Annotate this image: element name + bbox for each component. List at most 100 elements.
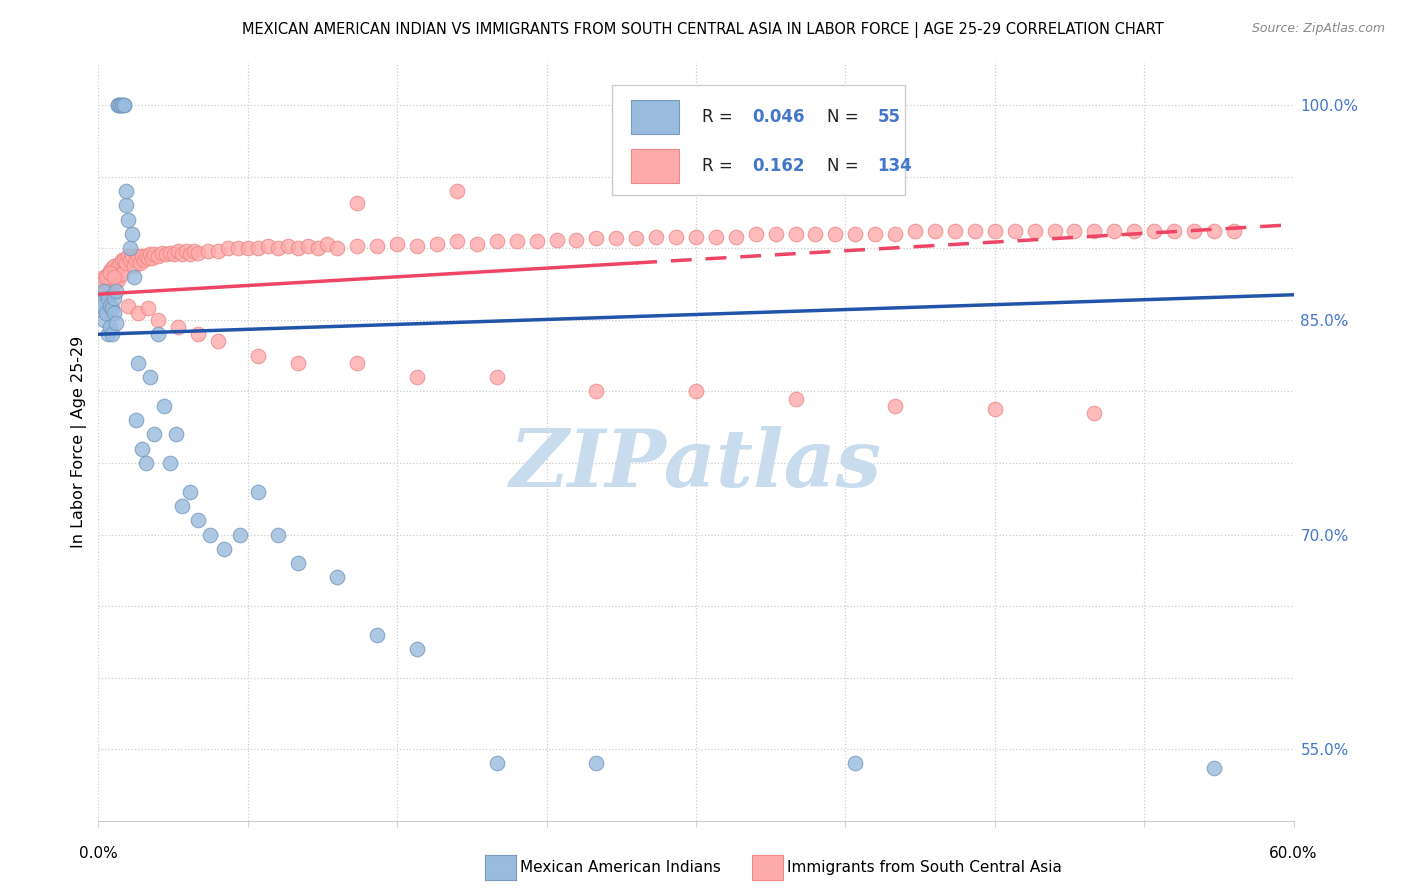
Point — [585, 384, 607, 399]
Point — [346, 356, 368, 370]
Point — [366, 628, 388, 642]
Point — [115, 256, 138, 270]
Point — [546, 233, 568, 247]
Point — [148, 249, 170, 263]
Point — [97, 285, 120, 299]
Point — [229, 527, 252, 541]
Point — [110, 256, 132, 270]
Point — [101, 261, 124, 276]
Point — [326, 241, 349, 255]
Point — [287, 556, 309, 570]
Point — [267, 527, 290, 541]
Point — [89, 299, 111, 313]
Point — [136, 301, 159, 316]
Point — [96, 281, 118, 295]
Point — [212, 541, 235, 556]
Point — [111, 267, 134, 281]
Point — [844, 227, 866, 241]
Point — [107, 273, 129, 287]
Point — [1223, 224, 1246, 238]
Point — [198, 527, 221, 541]
Point — [89, 295, 111, 310]
Point — [924, 224, 946, 238]
Point — [485, 234, 508, 248]
Point — [115, 184, 138, 198]
Point — [135, 456, 157, 470]
Text: 60.0%: 60.0% — [1270, 847, 1317, 862]
Point — [153, 399, 176, 413]
Point — [346, 238, 368, 252]
Point — [217, 241, 239, 255]
Point — [1043, 224, 1066, 238]
Point — [143, 247, 166, 261]
Point — [236, 241, 259, 255]
Point — [107, 259, 129, 273]
Point — [346, 195, 368, 210]
Point — [117, 299, 139, 313]
Point — [585, 756, 607, 771]
Point — [704, 230, 727, 244]
Point — [139, 370, 162, 384]
Point — [172, 499, 194, 513]
Point — [93, 285, 115, 299]
Point — [115, 198, 138, 212]
Point — [316, 237, 339, 252]
Point — [1004, 224, 1026, 238]
Point — [98, 320, 122, 334]
Point — [183, 244, 205, 259]
Point — [131, 442, 153, 456]
Text: Source: ZipAtlas.com: Source: ZipAtlas.com — [1251, 22, 1385, 36]
Point — [120, 241, 142, 255]
Point — [246, 349, 269, 363]
Point — [984, 224, 1007, 238]
Point — [111, 252, 134, 267]
Text: Immigrants from South Central Asia: Immigrants from South Central Asia — [787, 860, 1063, 874]
Point — [745, 227, 768, 241]
Point — [246, 241, 269, 255]
Point — [148, 327, 170, 342]
Point — [179, 247, 201, 261]
Text: N =: N = — [827, 157, 865, 175]
Text: 55: 55 — [877, 108, 901, 126]
Point — [110, 98, 132, 112]
Point — [127, 306, 149, 320]
Point — [143, 427, 166, 442]
Point — [91, 299, 114, 313]
Text: 0.046: 0.046 — [752, 108, 804, 126]
Point — [565, 233, 588, 247]
Point — [110, 267, 132, 281]
Point — [724, 230, 747, 244]
Point — [112, 98, 135, 112]
Point — [107, 98, 129, 112]
Point — [485, 756, 508, 771]
Point — [277, 238, 299, 252]
Point — [605, 231, 627, 245]
Point — [105, 285, 128, 299]
Point — [110, 98, 132, 112]
Point — [174, 244, 197, 259]
Point — [1083, 224, 1105, 238]
Point — [148, 313, 170, 327]
Point — [187, 513, 209, 527]
Point — [103, 292, 125, 306]
Point — [165, 427, 187, 442]
Point — [1104, 224, 1126, 238]
Point — [1024, 224, 1046, 238]
Point — [287, 356, 309, 370]
Point — [96, 270, 118, 285]
Point — [943, 224, 966, 238]
Point — [824, 227, 846, 241]
Point — [366, 238, 388, 252]
Text: MEXICAN AMERICAN INDIAN VS IMMIGRANTS FROM SOUTH CENTRAL ASIA IN LABOR FORCE | A: MEXICAN AMERICAN INDIAN VS IMMIGRANTS FR… — [242, 22, 1164, 38]
Point — [804, 227, 827, 241]
Point — [963, 224, 986, 238]
Point — [406, 370, 429, 384]
Point — [187, 245, 209, 260]
Point — [665, 230, 688, 244]
Point — [884, 227, 907, 241]
Point — [765, 227, 787, 241]
Point — [136, 252, 159, 266]
FancyBboxPatch shape — [631, 149, 679, 183]
Point — [101, 327, 124, 342]
Point — [267, 241, 290, 255]
